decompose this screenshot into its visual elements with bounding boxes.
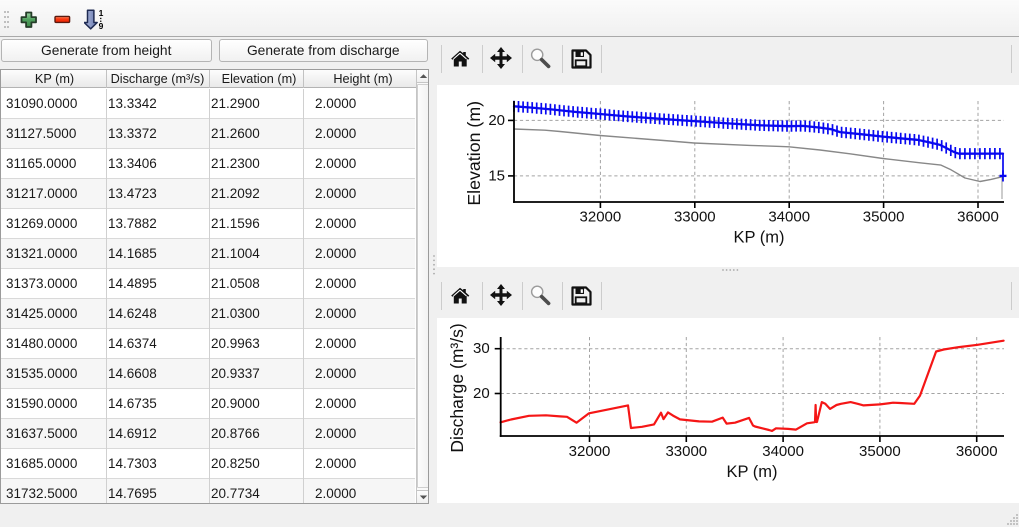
svg-text:20: 20 [488,112,505,129]
svg-text:KP (m): KP (m) [726,463,777,481]
svg-text:1: 1 [99,9,104,18]
svg-text:35000: 35000 [859,443,901,460]
svg-text:30: 30 [473,340,490,357]
svg-text:9: 9 [99,21,104,31]
svg-text:KP (m): KP (m) [733,229,784,247]
svg-text:36000: 36000 [956,443,998,460]
svg-text:Elevation (m): Elevation (m) [464,101,484,206]
svg-text:32000: 32000 [569,443,611,460]
svg-text:35000: 35000 [863,209,905,226]
svg-text:20: 20 [473,385,490,402]
svg-text:33000: 33000 [665,443,707,460]
svg-text:34000: 34000 [762,443,804,460]
svg-text:33000: 33000 [674,209,716,226]
svg-text:36000: 36000 [957,209,999,226]
svg-text:34000: 34000 [768,209,810,226]
svg-text:15: 15 [488,167,505,184]
svg-text:32000: 32000 [580,209,622,226]
svg-text:Discharge (m³/s): Discharge (m³/s) [447,323,467,452]
